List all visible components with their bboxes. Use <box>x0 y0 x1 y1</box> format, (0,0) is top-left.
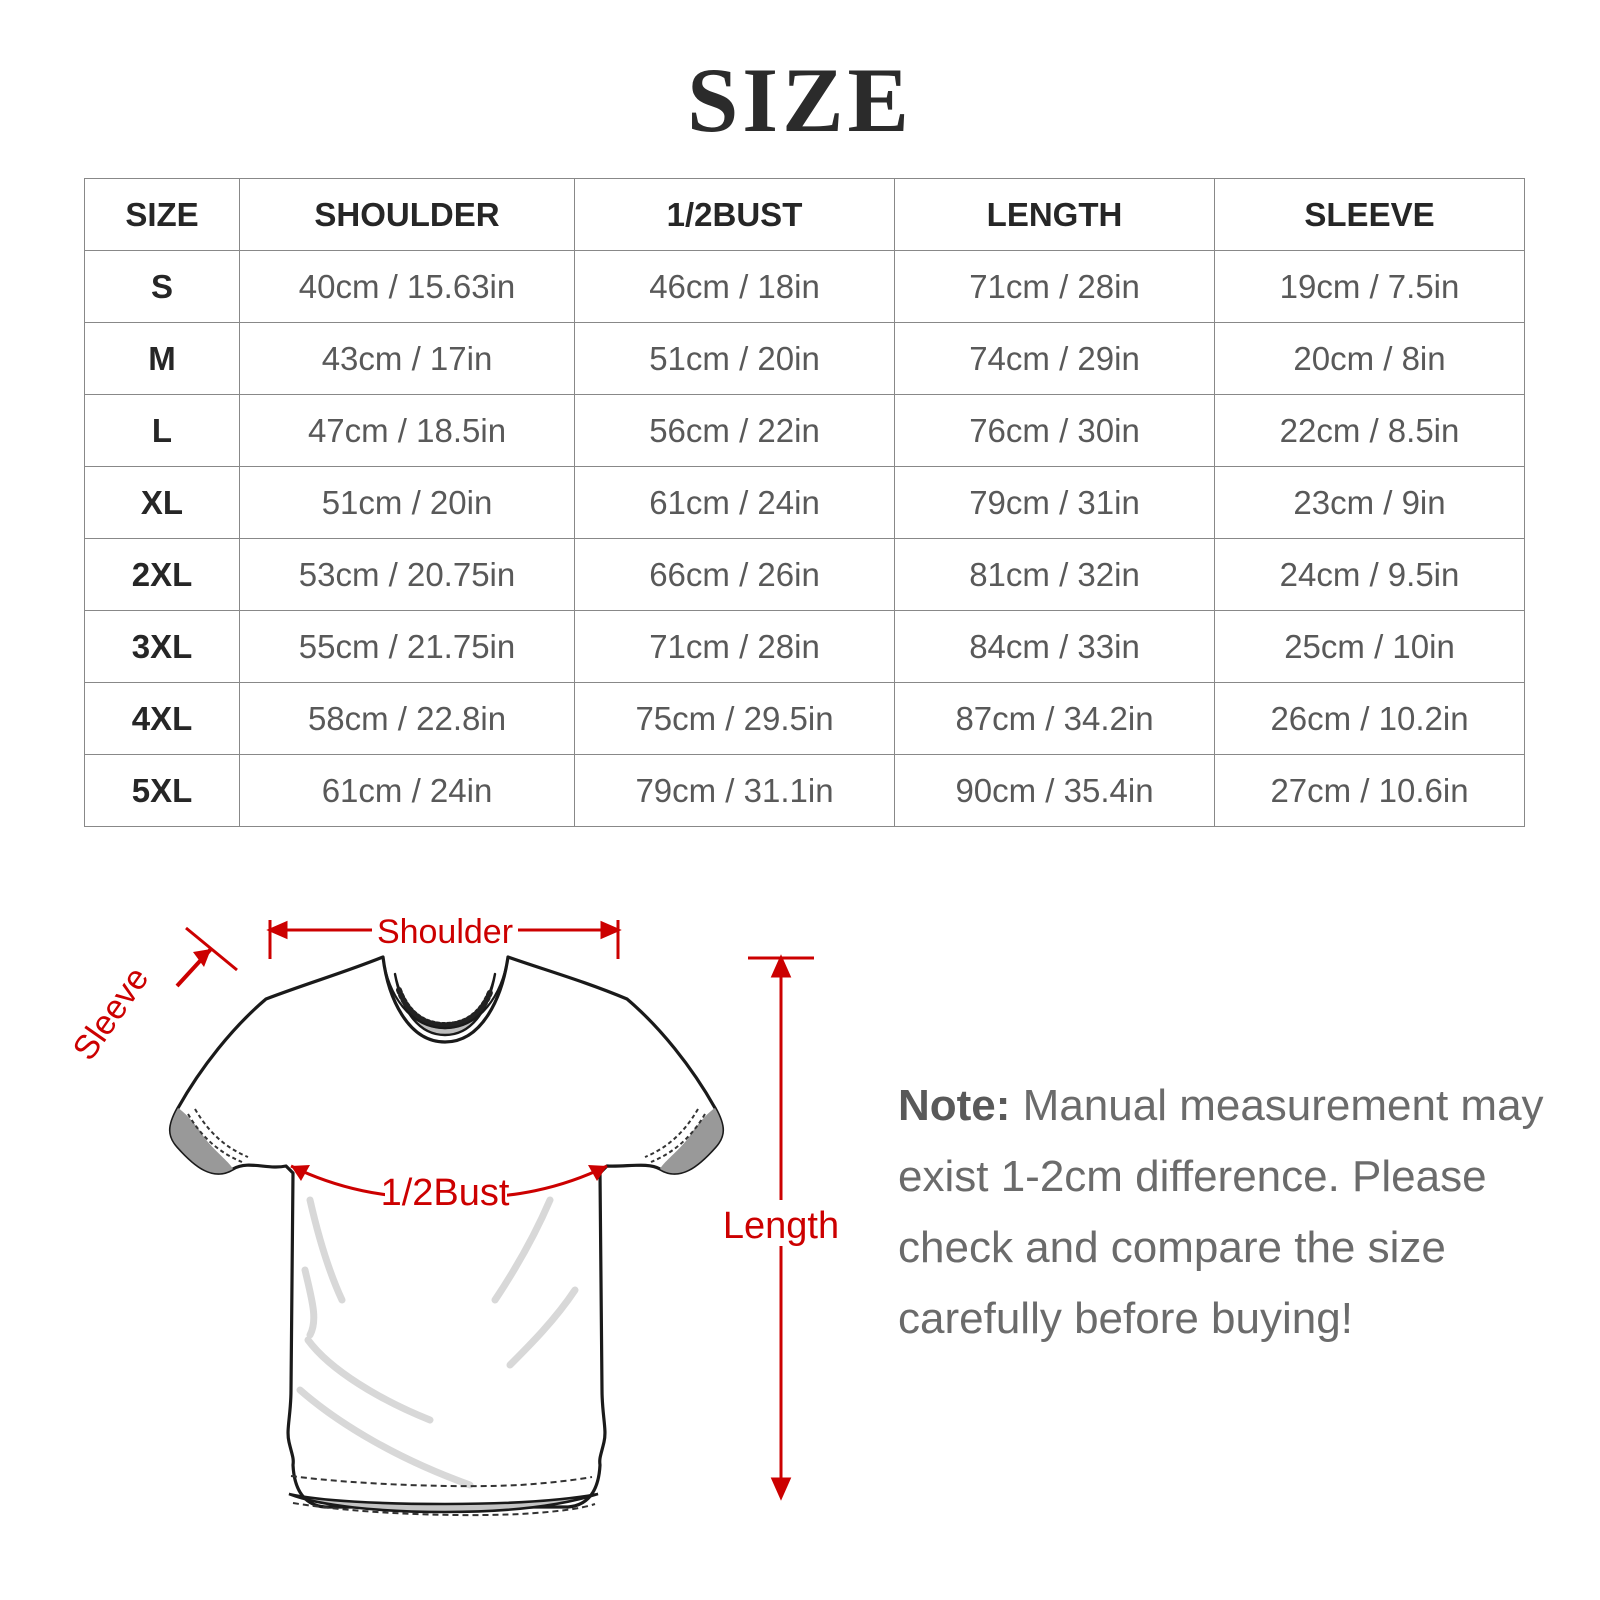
svg-text:1/2Bust: 1/2Bust <box>381 1172 510 1214</box>
svg-text:Shoulder: Shoulder <box>377 913 513 951</box>
svg-text:Sleeve: Sleeve <box>66 960 157 1067</box>
svg-text:Length: Length <box>723 1205 839 1247</box>
